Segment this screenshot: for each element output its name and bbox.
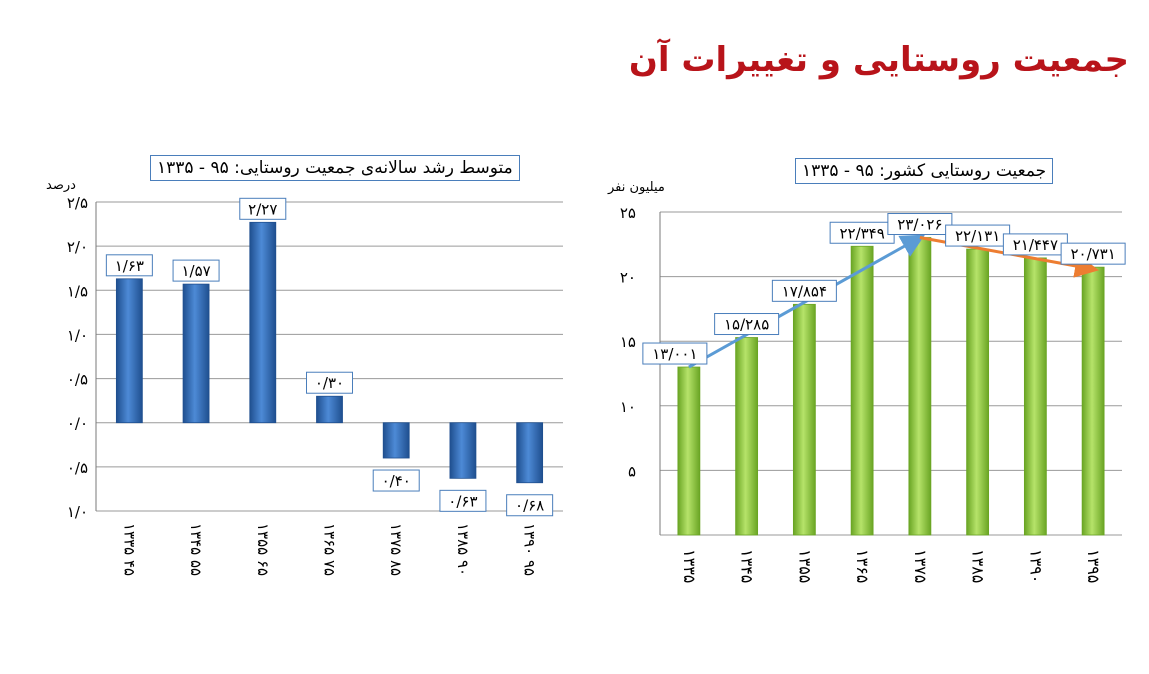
ytick-label: ۰/۵ (67, 371, 88, 389)
xtick-label: ۱۳۷۵ (911, 549, 930, 583)
growth-chart-title: متوسط رشد سالانه‌ی جمعیت روستایی: ۹۵ - ۱… (150, 155, 520, 181)
ytick-label: ۲/۰ (67, 238, 88, 256)
data-label-box (887, 213, 953, 236)
bar (735, 337, 759, 536)
data-label: ۰/۳۰ (315, 374, 344, 392)
data-label: ۰/۶۸ (515, 497, 544, 515)
xtick-label: ۱۳۷۵ ۸۵ (387, 523, 405, 576)
bar (249, 221, 277, 424)
bar (316, 395, 343, 424)
xtick-label: ۱۳۴۵ ۵۵ (187, 523, 205, 576)
data-label: ۱۷/۸۵۴ (782, 282, 827, 300)
data-label-box (506, 494, 554, 517)
data-label: ۲۰/۷۳۱ (1070, 245, 1115, 263)
xtick-label: ۱۳۳۵ (680, 549, 699, 583)
ytick-label: ۲۵ (620, 204, 636, 222)
xtick-label: ۱۳۶۵ (853, 549, 872, 583)
data-label-box (105, 254, 153, 277)
xtick-label: ۱۳۹۰ (1026, 549, 1045, 583)
bar (449, 422, 477, 479)
population-chart-ylabel: میلیون نفر (608, 180, 665, 195)
bar (516, 422, 544, 484)
data-label-box (771, 279, 837, 302)
bar (966, 248, 990, 536)
xtick-label: ۱۳۹۵ (1084, 549, 1103, 583)
ytick-label: ۱۵ (620, 333, 636, 351)
bar (908, 237, 932, 536)
xtick-label: ۱۳۵۵ ۶۵ (254, 523, 272, 576)
data-label-box (439, 489, 487, 512)
growth-chart-ylabel: درصد (46, 178, 76, 193)
data-label: ۲۲/۳۴۹ (839, 224, 884, 242)
bar (115, 278, 143, 424)
trend-arrow (688, 234, 926, 369)
data-label-box (642, 342, 708, 365)
xtick-label: ۱۳۸۵ ۹۰ (454, 523, 472, 576)
ytick-label: ۵ (628, 462, 636, 480)
population-chart-title: جمعیت روستایی کشور: ۹۵ - ۱۳۳۵ (795, 158, 1054, 184)
xtick-label: ۱۳۴۵ (738, 549, 757, 583)
ytick-label: ۰/۰ (67, 415, 88, 433)
xtick-label: ۱۳۸۵ (969, 549, 988, 583)
bar (677, 366, 701, 536)
data-label: ۰/۴۰ (382, 472, 411, 490)
data-label: ۱/۵۷ (181, 262, 210, 280)
xtick-label: ۱۳۹۰ ۹۵ (521, 523, 539, 576)
bar (1023, 257, 1047, 536)
bar (382, 422, 410, 459)
ytick-label: ۱/۰ (67, 326, 88, 344)
ytick-label: ۰/۵ (67, 459, 88, 477)
data-label-box (239, 197, 287, 220)
bar (182, 283, 210, 424)
ytick-label: ۲۰ (620, 269, 636, 287)
bar (850, 245, 874, 536)
data-label-box (372, 469, 420, 492)
data-label-box (714, 313, 780, 336)
xtick-label: ۱۳۳۵ ۴۵ (120, 523, 138, 576)
ytick-label: ۲/۵ (67, 194, 88, 212)
data-label: ۱۳/۰۰۱ (652, 345, 697, 363)
page-title: جمعیت روستایی و تغییرات آن (628, 40, 1129, 80)
data-label: ۲۲/۱۳۱ (955, 227, 1000, 245)
data-label-box (172, 259, 220, 282)
data-label: ۰/۶۳ (448, 492, 477, 510)
bar (792, 303, 816, 536)
data-label: ۲/۲۷ (248, 200, 277, 218)
data-label: ۲۱/۴۴۷ (1013, 236, 1058, 254)
xtick-label: ۱۳۶۵ ۷۵ (321, 523, 339, 576)
data-label: ۱۵/۲۸۵ (724, 316, 769, 334)
ytick-label: ۱۰ (620, 398, 636, 416)
xtick-label: ۱۳۵۵ (795, 549, 814, 583)
data-label-box (1060, 242, 1126, 265)
bar (1081, 266, 1105, 536)
data-label-box (306, 371, 353, 394)
ytick-label: ۱/۵ (67, 282, 88, 300)
data-label: ۲۳/۰۲۶ (897, 216, 942, 234)
ytick-label: ۱/۰ (67, 503, 88, 521)
data-label: ۱/۶۳ (115, 257, 144, 275)
